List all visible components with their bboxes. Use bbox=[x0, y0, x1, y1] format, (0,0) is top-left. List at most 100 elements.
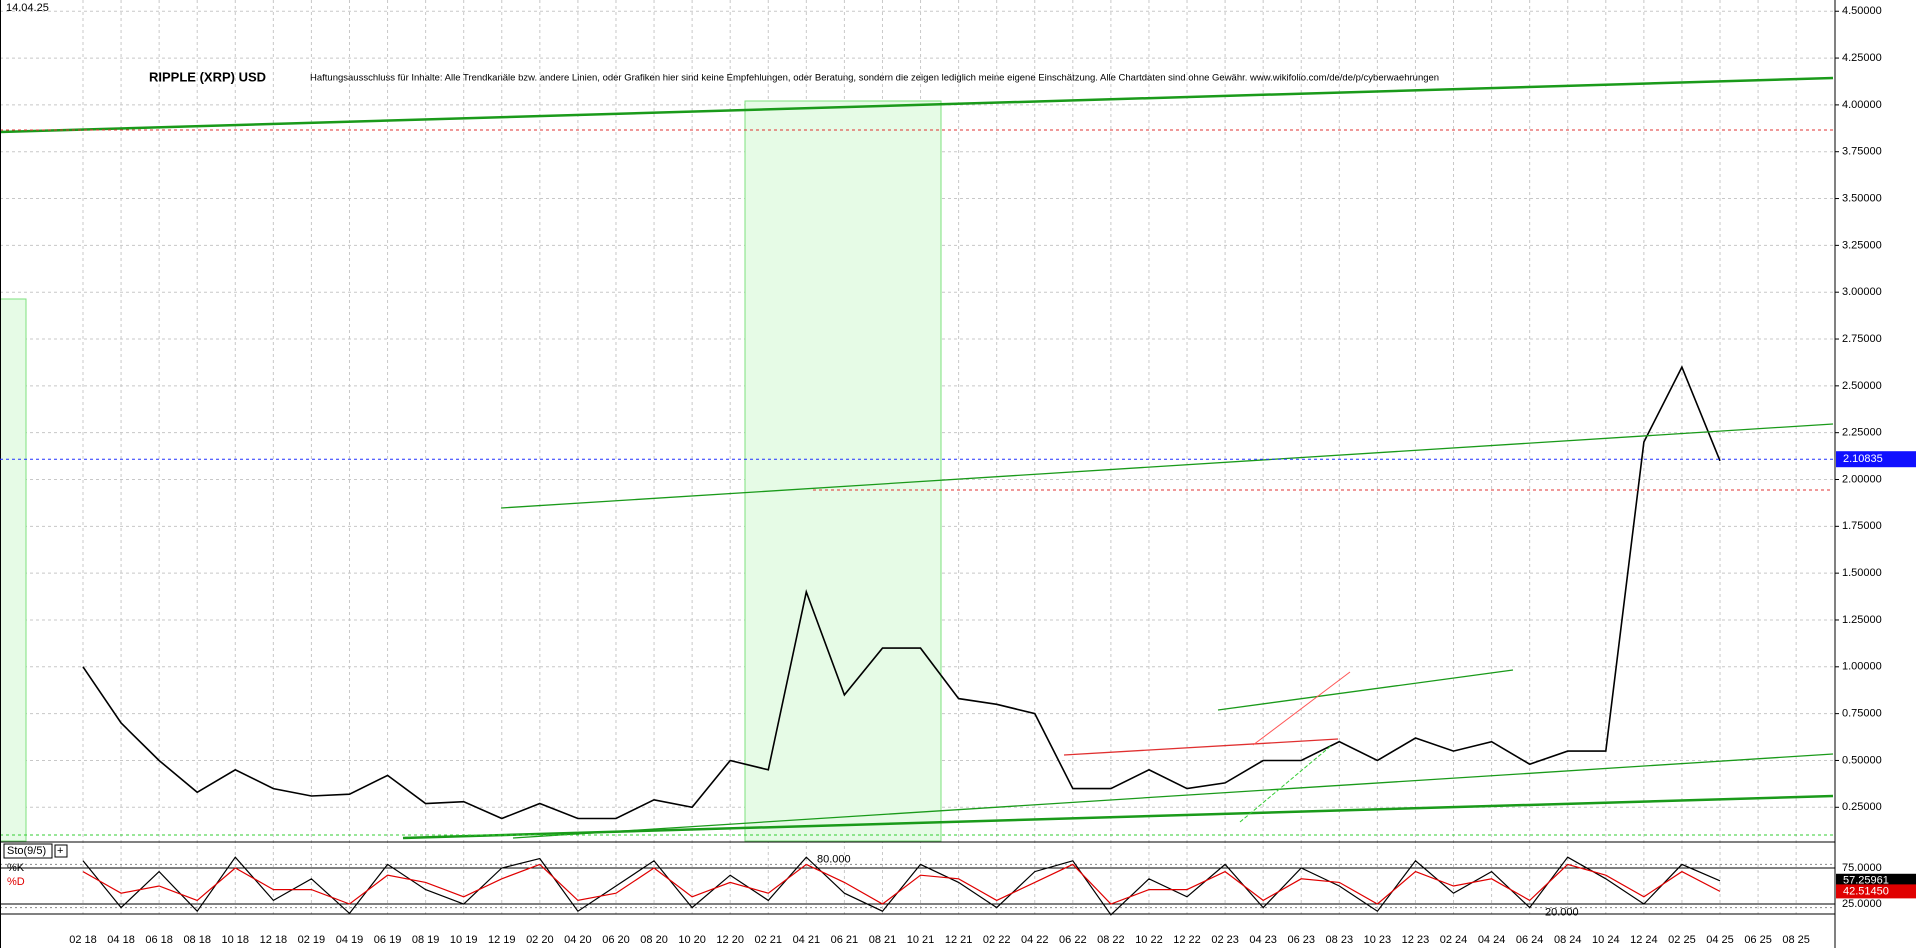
x-tick-label: 12 24 bbox=[1630, 934, 1658, 946]
x-tick-label: 12 20 bbox=[716, 934, 744, 946]
x-tick-label: 12 18 bbox=[260, 934, 288, 946]
trend-line bbox=[1252, 671, 1351, 746]
trend-line bbox=[1239, 744, 1333, 823]
x-tick-label: 02 19 bbox=[298, 934, 326, 946]
y-tick-label: 4.00000 bbox=[1842, 99, 1882, 111]
y-tick-label: 3.00000 bbox=[1842, 286, 1882, 298]
value-tag-label: 57.25961 bbox=[1843, 875, 1889, 887]
trend-line bbox=[0, 76, 1834, 134]
x-tick-label: 06 24 bbox=[1516, 934, 1544, 946]
y-tick-label: 2.50000 bbox=[1842, 380, 1882, 392]
series-line bbox=[82, 863, 1721, 905]
y-tick-label: 1.75000 bbox=[1842, 520, 1882, 532]
x-tick-label: 06 21 bbox=[831, 934, 859, 946]
x-tick-label: 06 22 bbox=[1059, 934, 1087, 946]
trend-line bbox=[1063, 738, 1339, 756]
expand-button[interactable] bbox=[54, 844, 68, 858]
y-tick-label: 1.50000 bbox=[1842, 567, 1882, 579]
x-tick-label: 08 18 bbox=[183, 934, 211, 946]
y-tick-label: 4.25000 bbox=[1842, 52, 1882, 64]
trend-line bbox=[1217, 669, 1514, 711]
price-layer bbox=[82, 365, 1721, 916]
x-tick-label: 02 20 bbox=[526, 934, 554, 946]
x-tick-label: 04 20 bbox=[564, 934, 592, 946]
x-tick-label: 08 24 bbox=[1554, 934, 1582, 946]
y-tick-label: 0.50000 bbox=[1842, 754, 1882, 766]
trend-line bbox=[512, 753, 1834, 839]
x-tick-label: 06 23 bbox=[1287, 934, 1315, 946]
series-line bbox=[82, 856, 1721, 916]
y-tick-label: 3.75000 bbox=[1842, 146, 1882, 158]
x-tick-label: 04 24 bbox=[1478, 934, 1506, 946]
y-tick-label: 1.25000 bbox=[1842, 614, 1882, 626]
y-tick-label: 2.75000 bbox=[1842, 333, 1882, 345]
x-tick-label: 06 20 bbox=[602, 934, 630, 946]
price-tag bbox=[1836, 451, 1916, 468]
x-tick-label: 10 19 bbox=[450, 934, 478, 946]
x-tick-label: 10 21 bbox=[907, 934, 935, 946]
x-tick-label: 08 22 bbox=[1097, 934, 1125, 946]
x-tick-label: 06 18 bbox=[145, 934, 173, 946]
x-tick-label: 08 19 bbox=[412, 934, 440, 946]
x-tick-label: 04 19 bbox=[336, 934, 364, 946]
y-tick-label: 1.00000 bbox=[1842, 661, 1882, 673]
value-tag bbox=[1836, 884, 1916, 899]
x-tick-label: 08 21 bbox=[869, 934, 897, 946]
x-tick-label: 02 24 bbox=[1440, 934, 1468, 946]
x-tick-label: 12 22 bbox=[1173, 934, 1201, 946]
y-tick-label: 4.50000 bbox=[1842, 5, 1882, 17]
x-tick-label: 04 25 bbox=[1706, 934, 1734, 946]
y-tick-label: 3.50000 bbox=[1842, 192, 1882, 204]
trend-line bbox=[500, 423, 1834, 509]
highlight-zone bbox=[0, 298, 27, 842]
indicator-box bbox=[3, 843, 53, 859]
value-tag bbox=[1836, 873, 1916, 888]
x-tick-label: 06 19 bbox=[374, 934, 402, 946]
x-tick-label: 12 19 bbox=[488, 934, 516, 946]
x-tick-label: 12 21 bbox=[945, 934, 973, 946]
legend-label: %K bbox=[7, 862, 25, 874]
x-tick-label: 04 21 bbox=[793, 934, 821, 946]
y-tick-label: 3.25000 bbox=[1842, 239, 1882, 251]
trend-line bbox=[402, 794, 1834, 840]
y-tick-label: 2.00000 bbox=[1842, 473, 1882, 485]
x-tick-label: 10 23 bbox=[1364, 934, 1392, 946]
level-label: 20.000 bbox=[1545, 907, 1579, 919]
price-tag-label: 2.10835 bbox=[1843, 453, 1883, 465]
series-line bbox=[82, 365, 1721, 820]
x-tick-label: 10 20 bbox=[678, 934, 706, 946]
x-tick-label: 10 24 bbox=[1592, 934, 1620, 946]
x-tick-label: 02 25 bbox=[1668, 934, 1696, 946]
x-tick-label: 02 21 bbox=[754, 934, 782, 946]
chart-title: RIPPLE (XRP) USD bbox=[149, 69, 266, 84]
x-tick-label: 10 18 bbox=[222, 934, 250, 946]
y-tick-label: 75.0000 bbox=[1842, 862, 1882, 874]
y-tick-label: 0.75000 bbox=[1842, 708, 1882, 720]
expand-icon: + bbox=[57, 845, 63, 857]
disclaimer: Haftungsausschluss für Inhalte: Alle Tre… bbox=[310, 73, 1439, 84]
x-tick-label: 08 25 bbox=[1782, 934, 1810, 946]
trend-lines bbox=[0, 76, 1834, 840]
y-tick-label: 25.0000 bbox=[1842, 898, 1882, 910]
x-tick-label: 04 18 bbox=[107, 934, 135, 946]
x-tick-label: 12 23 bbox=[1402, 934, 1430, 946]
level-label: 80.000 bbox=[817, 853, 851, 865]
x-tick-label: 02 23 bbox=[1211, 934, 1239, 946]
highlight-zone bbox=[744, 100, 942, 842]
value-tag-label: 42.51450 bbox=[1843, 885, 1889, 897]
indicator-title: Sto(9/5) bbox=[7, 845, 46, 857]
x-tick-label: 04 22 bbox=[1021, 934, 1049, 946]
x-tick-label: 10 22 bbox=[1135, 934, 1163, 946]
x-tick-label: 08 20 bbox=[640, 934, 668, 946]
x-tick-label: 08 23 bbox=[1326, 934, 1354, 946]
x-tick-label: 02 22 bbox=[983, 934, 1011, 946]
x-tick-label: 02 18 bbox=[69, 934, 97, 946]
y-tick-label: 0.25000 bbox=[1842, 801, 1882, 813]
legend-label: %D bbox=[7, 876, 25, 888]
date-label: 14.04.25 bbox=[6, 2, 49, 14]
x-tick-label: 06 25 bbox=[1744, 934, 1772, 946]
x-tick-label: 04 23 bbox=[1249, 934, 1277, 946]
y-tick-label: 2.25000 bbox=[1842, 427, 1882, 439]
